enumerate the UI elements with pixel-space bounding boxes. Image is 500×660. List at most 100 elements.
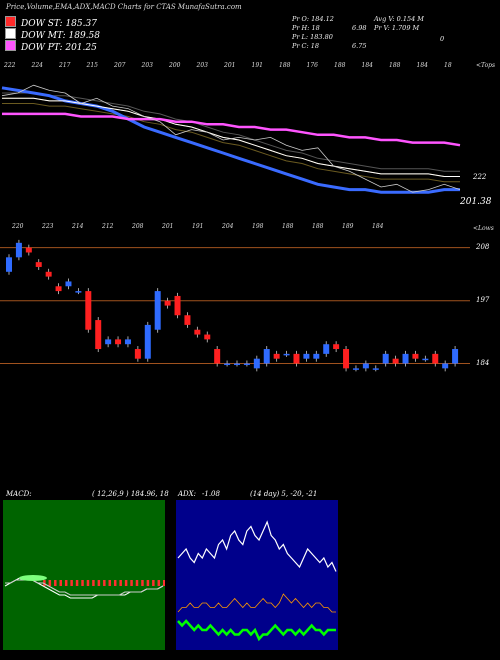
ema-tick-label: 201 (224, 62, 236, 69)
macd-histogram-bar (146, 580, 150, 586)
chart-title: Price,Volume,EMA,ADX,MACD Charts for CTA… (6, 3, 242, 11)
macd-histogram-bar (103, 580, 106, 586)
price-line (1, 84, 461, 193)
candle-body (243, 363, 250, 366)
ema-tick-label: 176 (306, 62, 318, 69)
macd-values: ( 12,26,9 ) 184.96, 18 (92, 490, 169, 498)
ema-faint-line (2, 103, 460, 183)
candle-body (432, 353, 439, 364)
adx-values: -1.08 (202, 490, 220, 498)
candle-body (273, 353, 280, 359)
adx-label: ADX: (178, 490, 197, 498)
macd-histogram-bar (92, 580, 95, 586)
ema-tick-label: 215 (86, 62, 98, 69)
ema-tick-label: 188 (334, 62, 346, 69)
candle-body (184, 315, 191, 325)
ema-corner-label: <Tops (476, 62, 496, 69)
legend-label: DOW MT: 189.58 (21, 31, 100, 41)
candle-body (144, 324, 151, 359)
macd-panel (3, 500, 165, 650)
candle-body (134, 349, 141, 359)
macd-histogram-bar (59, 580, 62, 586)
ema-tick-label: 184 (361, 62, 373, 69)
legend-swatch-icon (5, 28, 16, 39)
candle-body (35, 262, 42, 267)
candle-body (452, 349, 459, 364)
candle-body (154, 291, 161, 330)
ema-faint-line (2, 97, 460, 177)
quote-low: Pr L: 183.80 (292, 33, 333, 41)
macd-histogram-bar (43, 580, 46, 586)
ema-right-label: 222 (473, 173, 487, 181)
candle-panel (0, 239, 470, 372)
ema-tick-label: 188 (389, 62, 401, 69)
candle-body (124, 339, 131, 345)
candle-tick-label: 220 (12, 223, 24, 230)
candle-body (95, 320, 102, 350)
quote-avg-volume: Avg V: 0.154 M (374, 15, 424, 23)
dow-legend-item: DOW PT: 201.25 (5, 40, 97, 53)
macd-highlight (19, 575, 47, 581)
quote-high: Pr H: 18 (292, 24, 320, 32)
macd-histogram-bar (97, 580, 101, 586)
candle-body (75, 291, 82, 293)
candle-body (442, 363, 449, 369)
candle-body (333, 344, 340, 350)
ema-panel (1, 84, 461, 194)
ema-tick-label: 217 (59, 62, 71, 69)
candle-tick-label: 188 (312, 223, 324, 230)
candle-body (25, 247, 32, 253)
candle-body (323, 344, 330, 354)
candle-body (204, 334, 211, 340)
candle-body (263, 349, 270, 364)
dow-legend-item: DOW MT: 189.58 (5, 28, 100, 41)
candle-body (45, 271, 52, 277)
ema-tick-label: 184 (416, 62, 428, 69)
candle-body (65, 281, 72, 287)
quote-high-tail: 6.98 (352, 24, 367, 32)
candle-body (283, 353, 290, 356)
adx-panel (176, 500, 338, 650)
quote-close-tail: 6.75 (352, 42, 367, 50)
ema-tick-label: 200 (169, 62, 181, 69)
candle-body (15, 242, 22, 258)
candle-tick-label: 198 (252, 223, 264, 230)
ema-last-label: 201.38 (460, 197, 492, 207)
macd-histogram-bar (119, 580, 122, 586)
macd-histogram-bar (64, 580, 68, 586)
legend-label: DOW PT: 201.25 (21, 43, 97, 53)
macd-background (3, 500, 165, 650)
candle-body (303, 353, 310, 359)
level-label: 184 (476, 358, 490, 367)
ema-faint-line (2, 92, 460, 172)
candle-body (164, 300, 171, 306)
candle-body (55, 286, 62, 292)
macd-histogram-bar (163, 580, 165, 586)
ema-series-line (2, 97, 460, 177)
macd-histogram-bar (108, 580, 112, 586)
macd-histogram-bar (113, 580, 117, 586)
quote-volume: Pr V: 1.709 M (374, 24, 420, 32)
candle-body (372, 368, 379, 370)
quote-close: Pr C: 18 (292, 42, 320, 50)
legend-swatch-icon (5, 40, 16, 51)
ema-tick-label: 188 (279, 62, 291, 69)
adx-line (177, 619, 336, 642)
ema-tick-label: 203 (196, 62, 208, 69)
candle-body (293, 353, 300, 364)
macd-histogram-bar (141, 580, 144, 586)
macd-histogram-bar (152, 580, 155, 586)
candle-body (412, 353, 419, 359)
level-label: 197 (476, 295, 490, 304)
candle-body (253, 358, 260, 369)
ema-tick-label: 224 (31, 62, 43, 69)
candle-body (174, 295, 181, 316)
level-label: 208 (476, 242, 490, 251)
macd-histogram-bar (54, 580, 57, 586)
candle-tick-label: 201 (162, 223, 174, 230)
macd-histogram-bar (75, 580, 79, 586)
candle-tick-label: 191 (192, 223, 204, 230)
candle-tick-label: 208 (132, 223, 144, 230)
candle-body (343, 349, 350, 369)
quote-side-glyph: 0 (440, 35, 445, 43)
